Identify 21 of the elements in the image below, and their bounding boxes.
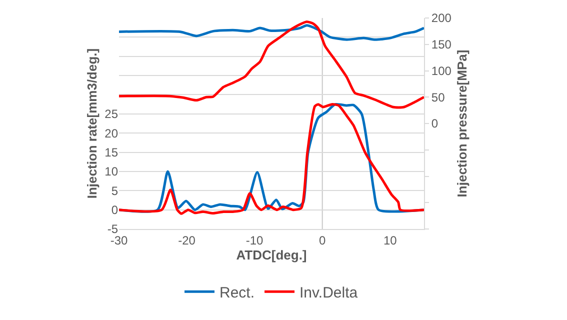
y2-tick-label: 50 (431, 90, 446, 104)
x-tick-label: 10 (383, 233, 398, 248)
x-axis-title: ATDC[deg.] (236, 247, 307, 262)
y2-tick-label: 0 (431, 116, 438, 131)
line-series (119, 24, 424, 41)
y-tick-label: 10 (104, 164, 118, 179)
y2-tick-label: 200 (431, 11, 452, 26)
x-tick-label: -20 (178, 233, 196, 248)
x-tick-label: 0 (318, 233, 326, 248)
y2-axis-title: Injection pressure[MPa] (454, 50, 470, 198)
legend-label: Inv.Delta (300, 284, 358, 302)
y2-tick-label: 150 (431, 38, 452, 52)
y-tick-label: 25 (104, 107, 118, 122)
y-tick-label: 0 (111, 203, 118, 218)
y-tick-label: 20 (104, 126, 118, 140)
y-tick-label: 5 (111, 184, 118, 198)
y2-tick-label: 100 (431, 64, 452, 78)
x-tick-label: -10 (246, 233, 264, 248)
y-axis-title: Injection rate[mm3/deg.] (84, 48, 100, 199)
y-tick-label: 15 (104, 145, 118, 160)
legend-label: Rect. (220, 284, 255, 302)
